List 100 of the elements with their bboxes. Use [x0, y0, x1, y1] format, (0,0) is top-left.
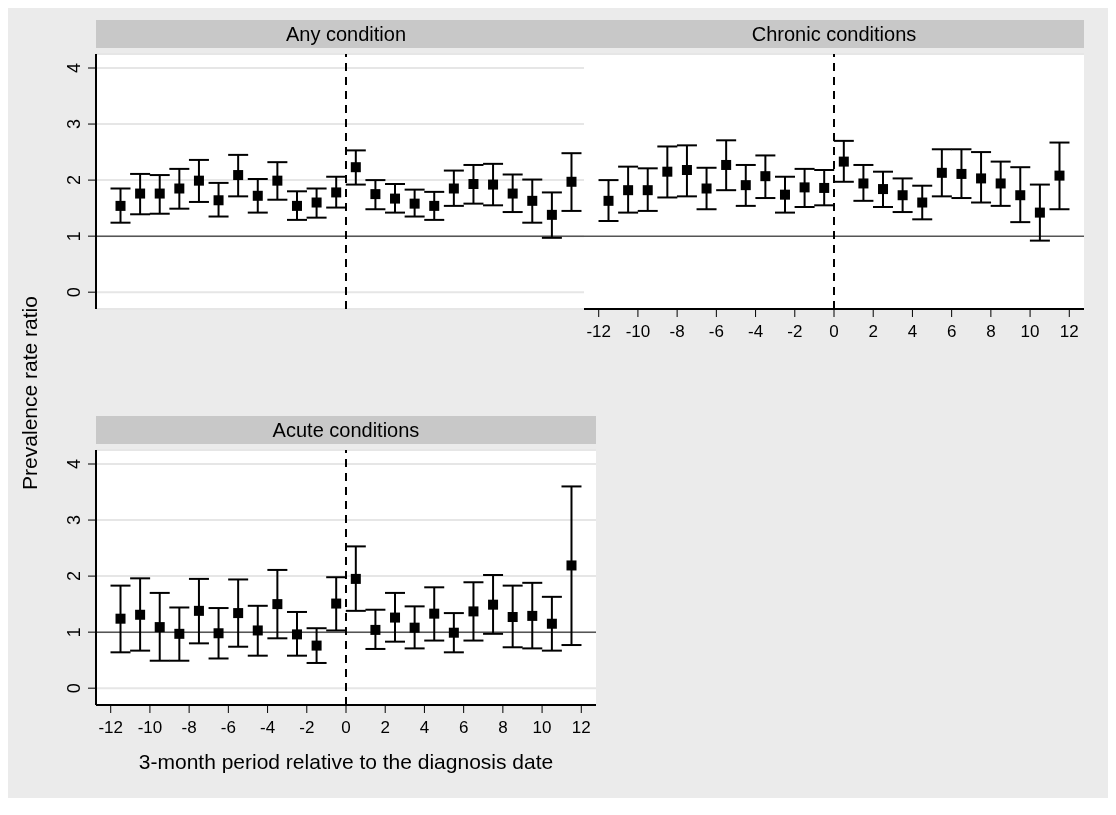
point	[448, 183, 459, 194]
x-tick-label: -10	[137, 718, 163, 737]
point	[174, 628, 185, 639]
x-tick-label: -2	[299, 718, 315, 737]
x-tick-label: -10	[625, 322, 651, 341]
x-tick-label: 10	[1020, 322, 1040, 341]
x-tick-label: -8	[669, 322, 685, 341]
point	[311, 640, 322, 651]
point	[154, 188, 165, 199]
x-tick-label: 4	[907, 322, 918, 341]
point	[213, 195, 224, 206]
point	[291, 200, 302, 211]
point	[115, 200, 126, 211]
point	[681, 165, 692, 176]
point	[1054, 170, 1065, 181]
x-tick-label: 4	[419, 718, 430, 737]
y-tick-label: 0	[64, 683, 84, 694]
point	[350, 573, 361, 584]
point	[527, 195, 538, 206]
point	[291, 629, 302, 640]
point	[603, 195, 614, 206]
point	[858, 178, 869, 189]
x-tick-label: -12	[586, 322, 611, 341]
y-tick-label: 3	[64, 515, 84, 526]
point	[976, 173, 987, 184]
point	[995, 178, 1006, 189]
x-tick-label: -8	[181, 718, 197, 737]
point	[468, 606, 479, 617]
y-tick-label: 3	[64, 119, 84, 130]
point	[917, 197, 928, 208]
point	[174, 183, 185, 194]
y-tick-label: 2	[64, 571, 84, 582]
point	[546, 618, 557, 629]
x-tick-label: -6	[708, 322, 724, 341]
point	[193, 175, 204, 186]
x-tick-label: 8	[498, 718, 508, 737]
point	[488, 179, 499, 190]
x-tick-label: 12	[1059, 322, 1079, 341]
point	[1034, 207, 1045, 218]
point	[272, 599, 283, 610]
point	[390, 612, 401, 623]
x-tick-label: -6	[220, 718, 236, 737]
point	[115, 613, 126, 624]
point	[213, 628, 224, 639]
point	[350, 162, 361, 173]
point	[429, 200, 440, 211]
y-tick-label: 1	[64, 627, 84, 638]
chart-title: Chronic conditions	[584, 20, 1084, 48]
x-tick-label: 10	[532, 718, 552, 737]
point	[468, 179, 479, 190]
point	[233, 170, 244, 181]
point	[507, 612, 518, 623]
point	[838, 156, 849, 167]
point	[799, 182, 810, 193]
y-tick-label: 4	[64, 63, 84, 74]
y-tick-label: 1	[64, 231, 84, 242]
x-tick-label: -4	[748, 322, 764, 341]
point	[623, 185, 634, 196]
point	[760, 171, 771, 182]
point	[429, 608, 440, 619]
point	[135, 188, 146, 199]
point	[370, 624, 381, 635]
point	[740, 180, 751, 191]
x-tick-label: 6	[946, 322, 957, 341]
x-tick-label: -2	[787, 322, 803, 341]
point	[956, 168, 967, 179]
x-tick-label: -4	[260, 718, 276, 737]
point	[507, 188, 518, 199]
point	[721, 159, 732, 170]
point	[878, 184, 889, 195]
y-tick-label: 4	[64, 459, 84, 470]
point	[409, 198, 420, 209]
point	[193, 605, 204, 616]
point	[566, 176, 577, 187]
point	[546, 209, 557, 220]
point	[701, 183, 712, 194]
point	[936, 167, 947, 178]
point	[819, 182, 830, 193]
x-tick-label: 2	[380, 718, 390, 737]
point	[331, 598, 342, 609]
x-tick-label: 0	[829, 322, 839, 341]
point	[135, 609, 146, 620]
x-tick-label: 0	[341, 718, 351, 737]
point	[390, 193, 401, 204]
y-tick-label: 0	[64, 287, 84, 298]
point	[331, 187, 342, 198]
y-tick-label: 2	[64, 175, 84, 186]
point	[252, 190, 263, 201]
chart-title: Any condition	[96, 20, 596, 48]
chart-title: Acute conditions	[96, 416, 596, 444]
point	[1015, 190, 1026, 201]
x-tick-label: 8	[986, 322, 996, 341]
point	[566, 560, 577, 571]
point	[527, 610, 538, 621]
x-tick-label: 12	[571, 718, 591, 737]
point	[448, 627, 459, 638]
point	[779, 189, 790, 200]
point	[233, 608, 244, 619]
point	[662, 166, 673, 177]
point	[642, 185, 653, 196]
